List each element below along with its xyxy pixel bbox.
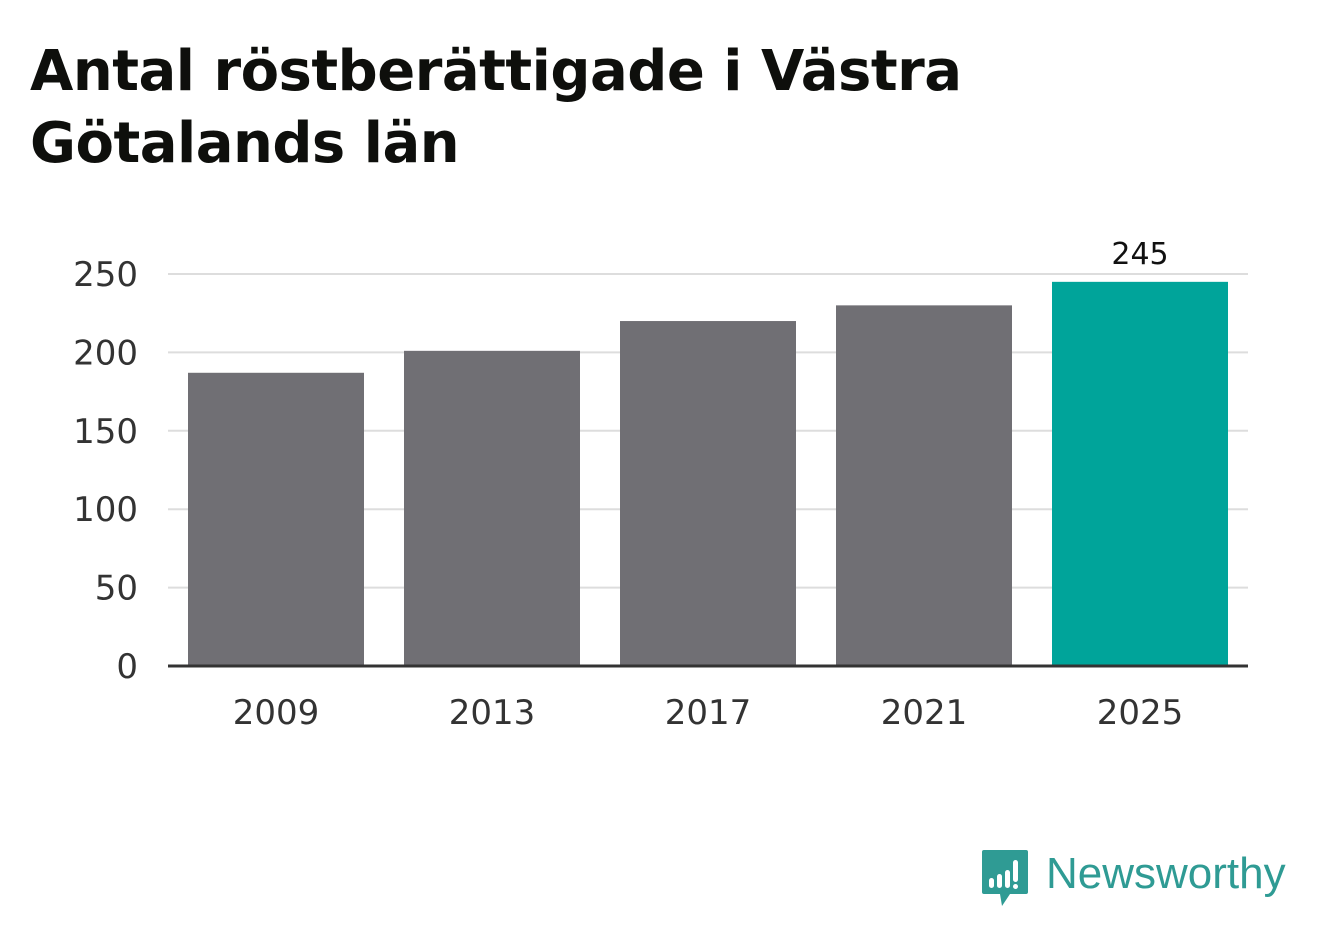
y-tick-label: 200	[73, 333, 138, 373]
x-axis-ticks: 2009 2013 2017 2021 2025	[233, 693, 1184, 733]
x-tick-label: 2009	[233, 693, 320, 733]
x-tick-label: 2017	[665, 693, 752, 733]
bar-2017	[620, 321, 796, 666]
bar-2013	[404, 350, 580, 666]
brand-name: Newsworthy	[1046, 849, 1286, 898]
x-tick-label: 2021	[881, 693, 968, 733]
brand-logo: Newsworthy	[980, 848, 1300, 912]
y-tick-label: 50	[95, 569, 138, 609]
y-axis-ticks: 0 50 100 150 200 250	[73, 255, 138, 687]
y-tick-label: 250	[73, 255, 138, 295]
bar-2025	[1052, 281, 1228, 666]
bars	[188, 281, 1228, 666]
newsworthy-logo-icon	[982, 850, 1028, 906]
data-label: 245	[1111, 237, 1168, 272]
bar-2009	[188, 372, 364, 666]
bar-2021	[836, 305, 1012, 666]
y-tick-label: 0	[116, 647, 138, 687]
chart-title: Antal röstberättigade i Västra Götalands…	[30, 39, 962, 176]
x-tick-label: 2013	[449, 693, 536, 733]
x-tick-label: 2025	[1097, 693, 1184, 733]
data-labels: 245	[1111, 237, 1168, 272]
y-tick-label: 100	[73, 490, 138, 530]
y-tick-label: 150	[73, 412, 138, 452]
